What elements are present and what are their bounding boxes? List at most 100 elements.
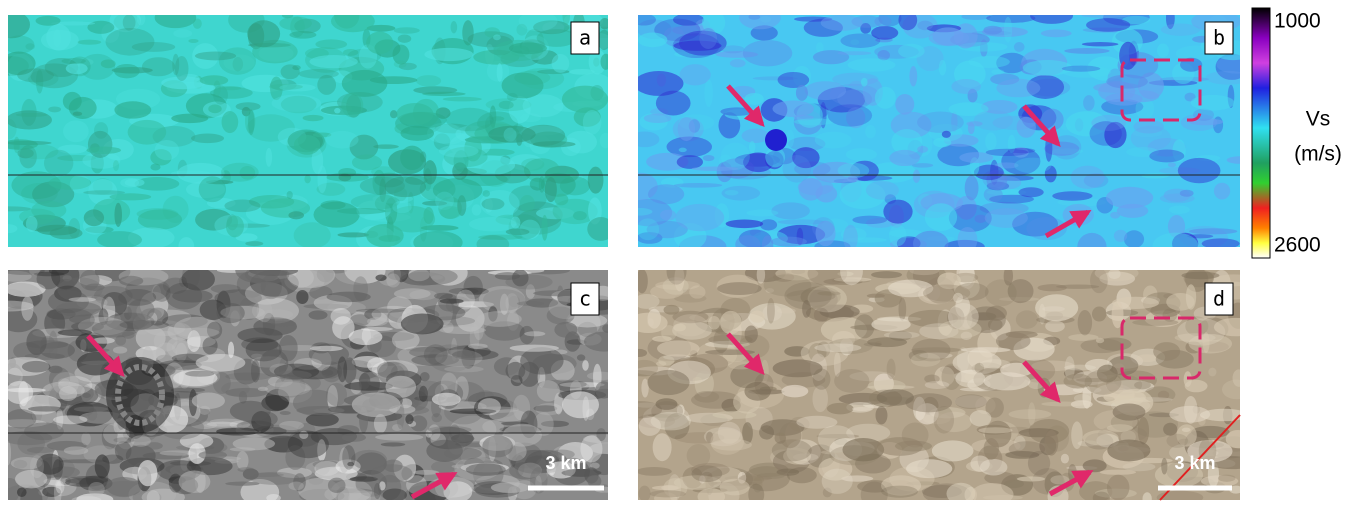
texture <box>675 204 724 231</box>
texture <box>906 459 952 478</box>
texture <box>432 393 461 406</box>
texture <box>479 286 525 313</box>
texture <box>828 104 872 126</box>
texture <box>334 108 340 113</box>
texture <box>26 216 38 232</box>
texture <box>513 124 524 132</box>
texture <box>674 183 722 188</box>
texture <box>554 322 577 338</box>
texture <box>133 313 146 328</box>
texture <box>1081 13 1130 18</box>
texture <box>1133 120 1163 134</box>
texture <box>1056 285 1099 289</box>
texture <box>1041 29 1072 37</box>
texture <box>1083 459 1107 472</box>
texture <box>509 42 547 54</box>
texture <box>352 392 401 417</box>
texture <box>887 359 896 379</box>
texture <box>1113 404 1146 421</box>
texture <box>955 394 987 409</box>
texture <box>1044 430 1058 456</box>
texture <box>909 66 917 87</box>
texture <box>374 483 381 499</box>
texture <box>142 57 175 76</box>
texture <box>175 56 189 81</box>
texture <box>728 361 754 369</box>
texture <box>341 93 363 117</box>
texture <box>63 92 82 111</box>
texture <box>17 68 54 82</box>
texture <box>386 274 400 288</box>
texture <box>17 487 27 497</box>
texture <box>745 325 758 342</box>
texture <box>81 432 91 445</box>
texture <box>70 175 91 194</box>
texture <box>248 110 254 135</box>
texture <box>173 29 192 37</box>
texture <box>1153 233 1199 260</box>
texture <box>199 176 226 202</box>
texture <box>864 342 882 346</box>
texture <box>1166 434 1188 448</box>
texture <box>1093 492 1110 505</box>
texture <box>222 111 239 133</box>
texture <box>746 209 778 216</box>
texture <box>53 415 87 424</box>
texture <box>106 477 142 497</box>
texture <box>735 235 760 254</box>
texture <box>871 317 910 331</box>
texture <box>424 48 473 61</box>
texture <box>178 237 194 255</box>
texture <box>600 133 612 148</box>
texture <box>634 71 683 96</box>
panel-label: d <box>1213 287 1225 311</box>
colorbar-bottom-label: 2600 <box>1274 234 1321 257</box>
texture <box>1142 492 1151 505</box>
texture <box>1017 476 1045 481</box>
texture <box>983 26 1002 35</box>
texture <box>843 225 858 251</box>
texture <box>109 193 151 200</box>
texture <box>1161 458 1167 475</box>
texture <box>396 103 433 125</box>
texture <box>1106 75 1148 89</box>
texture <box>287 262 335 288</box>
texture <box>82 393 90 398</box>
texture <box>171 114 208 124</box>
texture <box>657 340 700 356</box>
texture <box>279 421 304 430</box>
texture <box>476 407 519 413</box>
texture <box>61 58 85 64</box>
texture <box>4 36 35 54</box>
texture <box>925 381 950 389</box>
texture <box>482 420 504 433</box>
texture <box>587 217 614 241</box>
texture <box>815 185 837 202</box>
texture <box>359 373 370 389</box>
texture <box>230 421 250 428</box>
texture <box>582 360 589 371</box>
texture <box>898 44 925 59</box>
texture <box>271 320 296 326</box>
texture <box>985 132 997 150</box>
texture <box>842 438 884 461</box>
panel-label: c <box>579 287 591 311</box>
texture <box>18 381 28 406</box>
texture <box>185 371 214 377</box>
texture <box>883 200 912 224</box>
texture <box>50 227 83 239</box>
texture <box>621 370 656 376</box>
texture <box>440 206 462 219</box>
texture <box>726 220 763 229</box>
texture <box>631 14 655 26</box>
texture <box>383 489 407 502</box>
texture <box>413 231 462 254</box>
texture <box>28 406 64 411</box>
texture <box>405 414 413 424</box>
texture <box>542 215 548 241</box>
texture <box>648 184 684 204</box>
texture <box>1061 454 1069 464</box>
texture <box>247 20 280 47</box>
texture <box>562 391 599 418</box>
texture <box>54 481 62 505</box>
